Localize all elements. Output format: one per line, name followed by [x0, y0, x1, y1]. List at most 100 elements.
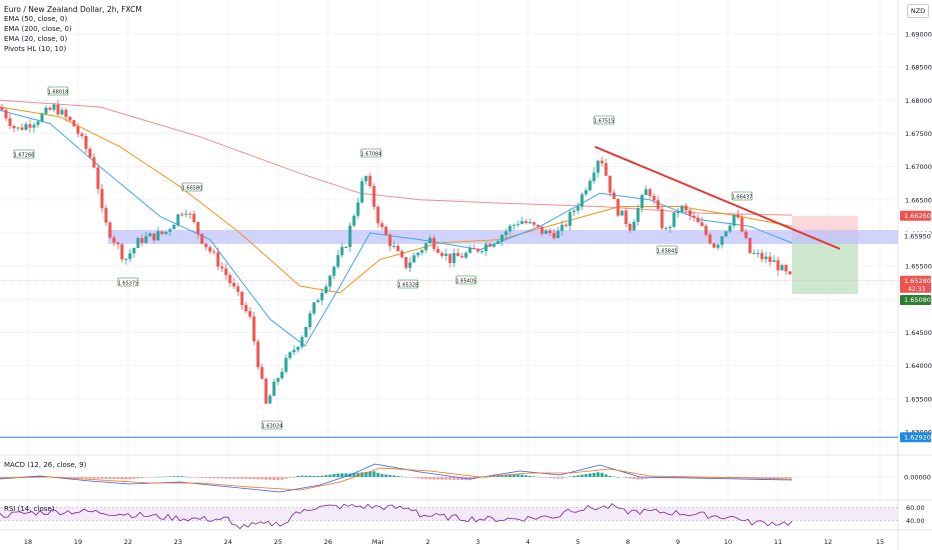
trendline[interactable]: [594, 145, 841, 250]
currency-button[interactable]: NZD: [907, 4, 929, 18]
candle-body: [548, 230, 552, 234]
candle-body: [480, 251, 484, 253]
macd-histogram-bar: [292, 476, 296, 478]
ema20-line: [0, 109, 793, 347]
candle-body: [440, 252, 444, 256]
macd-histogram-bar: [396, 476, 400, 477]
candle-body: [648, 189, 652, 196]
candle-body: [136, 238, 140, 248]
candle-body: [184, 213, 188, 215]
macd-histogram-bar: [100, 477, 104, 479]
candle-body: [176, 214, 180, 225]
candle-body: [36, 121, 40, 125]
macd-histogram-bar: [280, 477, 284, 480]
candle-body: [260, 367, 264, 379]
time-label: 10: [724, 538, 732, 546]
candle-body: [32, 124, 36, 128]
macd-label[interactable]: MACD (12, 26, close, 9): [4, 461, 87, 469]
candle-body: [692, 215, 696, 218]
candle-body: [416, 252, 420, 256]
legend-pivots[interactable]: Pivots HL (10, 10): [4, 45, 67, 53]
time-axis[interactable]: 18 19 22 23 24 25 26 Mar 2 3 4 5 8 9 10 11 12 15: [24, 538, 884, 546]
macd-histogram-bar: [340, 473, 344, 477]
candle-body: [568, 212, 572, 226]
candle-body: [200, 233, 204, 244]
macd-histogram-bar: [260, 477, 264, 480]
candle-body: [132, 247, 136, 254]
candle-body: [320, 292, 324, 301]
candle-body: [496, 241, 500, 244]
candle-body: [608, 175, 612, 193]
candle-body: [360, 181, 364, 203]
macd-histogram-bar: [620, 477, 624, 478]
time-label: 22: [124, 538, 132, 546]
macd-histogram-bar: [324, 475, 328, 477]
macd-histogram-bar: [160, 476, 164, 478]
candle-body: [44, 107, 48, 114]
macd-histogram-bar: [692, 477, 696, 479]
candle-body: [400, 251, 404, 258]
candle-body: [472, 248, 476, 250]
candle-body: [396, 245, 400, 252]
candle-body: [716, 244, 720, 248]
price-label: 1.69000: [905, 31, 932, 39]
rsi-level-label: 40.00: [906, 517, 925, 525]
macd-histogram-bar: [628, 477, 632, 479]
macd-histogram-bar: [560, 477, 564, 479]
pivot-label: 1.65375: [118, 281, 139, 287]
candle-body: [368, 175, 372, 187]
macd-histogram-bar: [272, 477, 276, 480]
macd-histogram-bar: [536, 476, 540, 478]
macd-histogram-bar: [612, 476, 616, 477]
macd-histogram-bar: [120, 477, 124, 480]
pivot-label-box: [360, 148, 382, 158]
candle-body: [536, 224, 540, 227]
current-price-badge: 1.65280: [904, 277, 931, 285]
price-axis[interactable]: 1.69000 1.68500 1.68000 1.67500 1.67000 1.665…: [900, 31, 932, 525]
macd-histogram-bar: [368, 471, 372, 477]
macd-histogram-bar: [520, 474, 524, 477]
candle-body: [704, 225, 708, 235]
candle-body: [720, 236, 724, 245]
candle-body: [152, 233, 156, 241]
current-price-badge-countdown: 42:33: [908, 286, 925, 293]
macd-histogram-bar: [208, 477, 212, 479]
candle-body: [156, 231, 160, 241]
candle-body: [232, 282, 236, 287]
candle-body: [484, 244, 488, 252]
legend-ema200[interactable]: EMA (200, close, 0): [4, 25, 72, 33]
candle-body: [292, 349, 296, 353]
rsi-label[interactable]: RSI (14, close): [4, 505, 55, 513]
macd-histogram-bar: [756, 477, 760, 479]
pivot-label: 1.65328: [398, 283, 419, 289]
macd-histogram-bar: [700, 477, 704, 479]
pivot-label: 1.67084: [361, 152, 382, 158]
legend-ema50[interactable]: EMA (50, close, 0): [4, 15, 68, 23]
candle-body: [180, 214, 184, 216]
legend-ema20[interactable]: EMA (20, close, 0): [4, 35, 68, 43]
time-label: 15: [876, 538, 884, 546]
macd-histogram-bar: [428, 477, 432, 480]
price-label: 1.68000: [905, 97, 932, 105]
candle-body: [712, 243, 716, 248]
macd-histogram-bar: [320, 475, 324, 477]
macd-histogram-bar: [776, 477, 780, 479]
position-tool[interactable]: [792, 215, 858, 295]
candle-body: [228, 275, 232, 283]
macd-histogram-bar: [436, 477, 440, 480]
candle-body: [364, 175, 368, 182]
macd-histogram-bar: [332, 474, 336, 477]
macd-histogram-bar: [768, 477, 772, 479]
price-label: 1.67500: [905, 130, 932, 138]
macd-histogram-bar: [188, 477, 192, 478]
stop-badge-bg: [900, 210, 931, 221]
candle-body: [504, 231, 508, 235]
candle-body: [0, 106, 4, 110]
candle-body: [328, 275, 332, 287]
candle-body: [272, 381, 276, 396]
macd-histogram-bar: [108, 477, 112, 479]
candle-body: [592, 172, 596, 181]
macd-histogram-bar: [104, 477, 108, 479]
time-label: 9: [676, 538, 680, 546]
